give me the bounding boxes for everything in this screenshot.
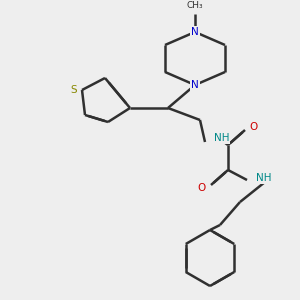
Text: O: O xyxy=(198,183,206,193)
Text: NH: NH xyxy=(256,173,272,183)
Text: N: N xyxy=(191,27,199,37)
Text: S: S xyxy=(71,85,77,95)
Text: N: N xyxy=(191,80,199,90)
Text: NH: NH xyxy=(214,133,230,143)
Text: O: O xyxy=(249,122,257,132)
Text: CH₃: CH₃ xyxy=(187,2,203,10)
